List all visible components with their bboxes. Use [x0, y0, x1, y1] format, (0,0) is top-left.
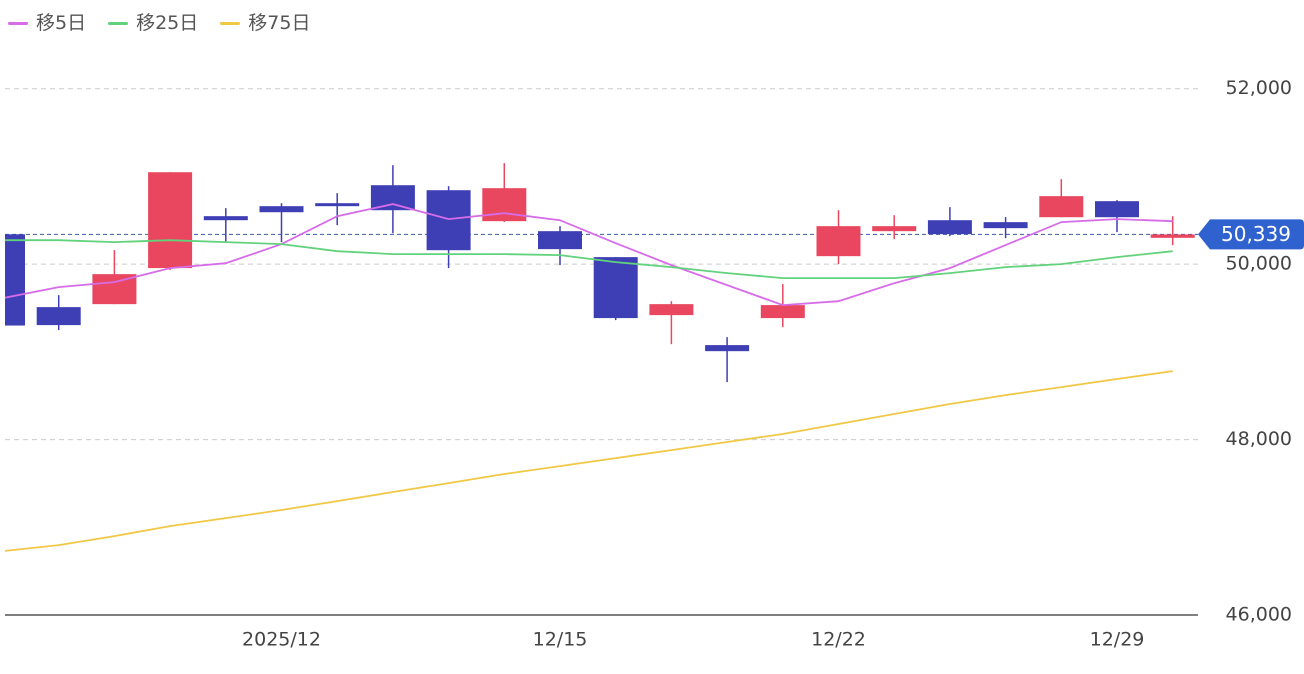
legend-label: 移5日 [36, 12, 87, 34]
x-tick-label: 12/29 [1090, 629, 1145, 651]
candle-body [315, 203, 360, 207]
candle-body [259, 206, 304, 213]
legend-label: 移25日 [136, 12, 199, 34]
candle-body [426, 190, 471, 251]
legend-item[interactable]: 移75日 [220, 8, 310, 35]
candle-body [1095, 201, 1139, 218]
candle-body [705, 345, 750, 352]
candle-body [203, 216, 248, 221]
legend: 移5日 移25日 移75日 [8, 8, 310, 35]
candle-body [1150, 234, 1195, 238]
last-price-tag [1198, 219, 1304, 250]
y-tick-label: 48,000 [1226, 428, 1292, 450]
candle-body [816, 226, 861, 257]
grid [5, 88, 1198, 441]
candle-body [5, 234, 25, 326]
legend-swatch [8, 22, 28, 25]
x-tick-label: 2025/12 [242, 629, 321, 651]
candle-body [983, 222, 1028, 229]
candle-body [1039, 196, 1084, 218]
candle-body [148, 172, 193, 269]
y-tick-label: 46,000 [1226, 604, 1292, 626]
legend-item[interactable]: 移5日 [8, 8, 86, 35]
ma-line [5, 203, 1173, 307]
plot-area [5, 163, 1195, 552]
legend-label: 移75日 [248, 12, 311, 34]
x-tick-label: 12/15 [533, 629, 588, 651]
candle-body [872, 226, 917, 232]
candle-body [482, 188, 527, 222]
y-tick-label: 52,000 [1226, 77, 1292, 99]
ma-line [5, 370, 1173, 552]
y-tick-label: 50,000 [1226, 253, 1292, 275]
legend-swatch [220, 22, 241, 25]
axes: 46,000 48,000 50,000 52,000 2025/12 12/15 12/2… [5, 77, 1304, 651]
ma-line [5, 239, 1173, 279]
candle-body [36, 307, 81, 326]
candle-body [927, 220, 972, 235]
candle-body [538, 231, 582, 250]
x-tick-label: 12/22 [811, 629, 866, 651]
candle-body [370, 185, 415, 211]
legend-item[interactable]: 移25日 [108, 8, 198, 35]
candle-body [649, 304, 694, 316]
candle-body [760, 305, 805, 319]
candle-body [593, 257, 638, 319]
legend-swatch [108, 22, 129, 25]
last-price-label: 50,339 [1221, 222, 1291, 246]
